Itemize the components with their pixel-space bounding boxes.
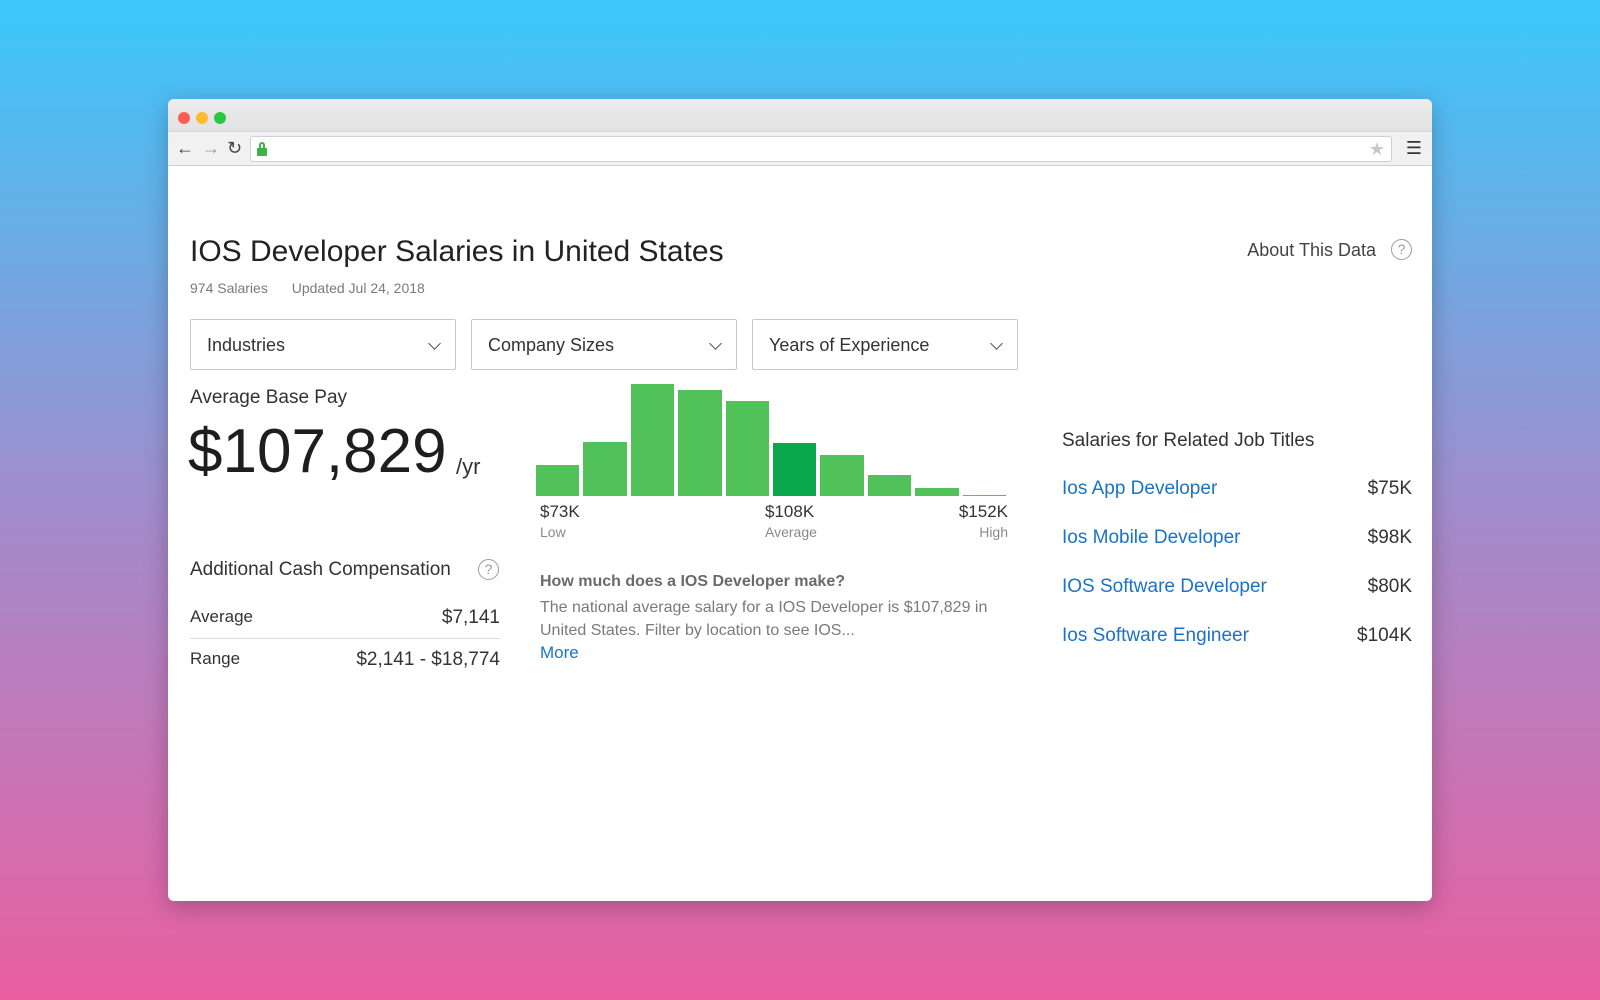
company-sizes-dropdown[interactable]: Company Sizes bbox=[471, 319, 737, 370]
forward-arrow-icon[interactable]: → bbox=[202, 138, 220, 158]
updated-date: Updated Jul 24, 2018 bbox=[291, 280, 425, 296]
bookmark-star-icon[interactable]: ★ bbox=[1368, 139, 1385, 159]
related-jobs-title: Salaries for Related Job Titles bbox=[1062, 430, 1315, 451]
industries-dropdown[interactable]: Industries bbox=[190, 319, 456, 370]
lock-icon bbox=[257, 142, 267, 156]
additional-cash-range-row: Range $2,141 - $18,774 bbox=[190, 649, 500, 670]
chevron-down-icon bbox=[990, 337, 1003, 350]
per-year-unit: /yr bbox=[456, 454, 481, 479]
related-job-salary: $75K bbox=[1367, 478, 1412, 499]
histogram-bar bbox=[678, 389, 722, 496]
chart-tick-average: $108K bbox=[765, 502, 815, 521]
maximize-window-button[interactable] bbox=[214, 112, 226, 124]
related-job-row[interactable]: Ios Mobile Developer $98K bbox=[1062, 527, 1412, 549]
years-experience-dropdown[interactable]: Years of Experience bbox=[752, 319, 1018, 370]
related-job-salary: $80K bbox=[1367, 576, 1412, 597]
browser-toolbar: ← → ↻ ★ ☰ bbox=[168, 132, 1432, 166]
range-label: Range bbox=[190, 649, 241, 668]
industries-dropdown-label: Industries bbox=[207, 335, 286, 355]
chevron-down-icon bbox=[428, 337, 441, 350]
related-job-salary: $104K bbox=[1357, 625, 1412, 646]
reload-icon[interactable]: ↻ bbox=[227, 138, 243, 158]
additional-cash-title: Additional Cash Compensation bbox=[190, 559, 451, 580]
about-this-data-link[interactable]: About This Data bbox=[1247, 240, 1376, 260]
minimize-window-button[interactable] bbox=[196, 112, 208, 124]
close-window-button[interactable] bbox=[178, 112, 190, 124]
chart-tick-high-label: High bbox=[979, 524, 1008, 540]
average-base-pay-value: $107,829 bbox=[188, 417, 447, 486]
more-link[interactable]: More bbox=[540, 643, 579, 662]
histogram-bar bbox=[773, 443, 817, 496]
histogram-bar bbox=[820, 454, 864, 496]
chart-tick-low: $73K bbox=[540, 502, 580, 521]
description-heading: How much does a IOS Developer make? bbox=[540, 573, 845, 590]
average-label: Average bbox=[190, 607, 254, 626]
additional-cash-average-row: Average $7,141 bbox=[190, 607, 500, 628]
salary-distribution-chart bbox=[536, 384, 1006, 496]
salary-count: 974 Salaries bbox=[190, 280, 268, 296]
histogram-bar bbox=[630, 384, 675, 496]
related-job-link[interactable]: Ios Mobile Developer bbox=[1062, 527, 1241, 548]
average-base-pay-label: Average Base Pay bbox=[190, 387, 348, 408]
address-bar[interactable]: ★ bbox=[250, 136, 1392, 162]
related-job-link[interactable]: Ios Software Engineer bbox=[1062, 625, 1249, 646]
related-job-row[interactable]: IOS Software Developer $80K bbox=[1062, 576, 1412, 598]
back-arrow-icon[interactable]: ← bbox=[176, 138, 194, 158]
related-job-salary: $98K bbox=[1367, 527, 1412, 548]
company-sizes-dropdown-label: Company Sizes bbox=[488, 335, 615, 355]
histogram-bar bbox=[536, 464, 580, 496]
histogram-bar bbox=[915, 488, 959, 496]
histogram-bar bbox=[867, 474, 912, 496]
page-content: IOS Developer Salaries in United States … bbox=[168, 166, 1432, 901]
hamburger-menu-icon[interactable]: ☰ bbox=[1405, 138, 1422, 158]
years-experience-dropdown-label: Years of Experience bbox=[769, 335, 930, 355]
chart-tick-high: $152K bbox=[958, 502, 1008, 521]
related-job-link[interactable]: Ios App Developer bbox=[1062, 478, 1218, 499]
related-job-link[interactable]: IOS Software Developer bbox=[1062, 576, 1267, 597]
chart-tick-average-label: Average bbox=[765, 524, 817, 540]
page-meta: 974 Salaries Updated Jul 24, 2018 bbox=[190, 280, 425, 296]
title-bar bbox=[168, 99, 1432, 132]
related-job-row[interactable]: Ios App Developer $75K bbox=[1062, 478, 1412, 500]
histogram-bar bbox=[725, 400, 769, 496]
browser-window: ← → ↻ ★ ☰ IOS Developer Salaries in Unit… bbox=[168, 99, 1432, 901]
help-question-icon[interactable]: ? bbox=[478, 559, 499, 580]
average-value: $7,141 bbox=[441, 607, 500, 628]
row-divider bbox=[190, 638, 500, 639]
related-job-row[interactable]: Ios Software Engineer $104K bbox=[1062, 625, 1412, 647]
chevron-down-icon bbox=[709, 337, 722, 350]
description-text: The national average salary for a IOS De… bbox=[540, 599, 988, 639]
histogram-bar bbox=[583, 442, 627, 496]
chart-tick-low-label: Low bbox=[540, 524, 566, 540]
page-title: IOS Developer Salaries in United States bbox=[190, 235, 724, 268]
help-question-icon[interactable]: ? bbox=[1391, 239, 1412, 260]
range-value: $2,141 - $18,774 bbox=[356, 649, 500, 670]
histogram-bar bbox=[962, 494, 1006, 496]
